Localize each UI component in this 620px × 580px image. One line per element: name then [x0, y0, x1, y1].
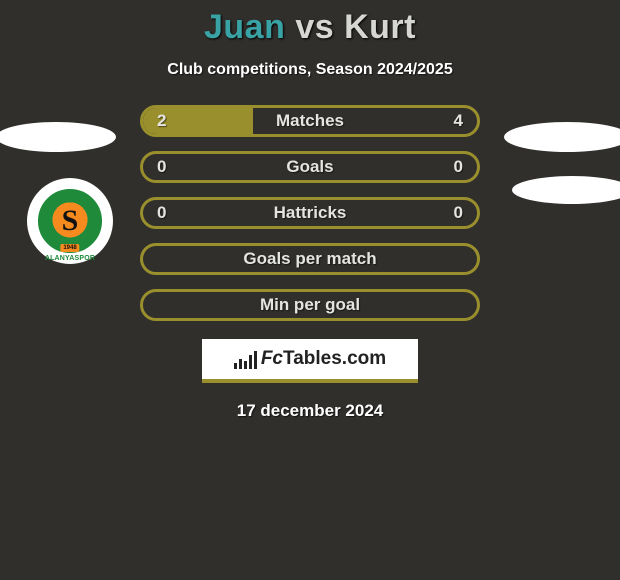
brand-icon-bar [244, 361, 247, 369]
stat-bars: 24Matches 00Goals 00Hattricks Goals per mat… [140, 105, 480, 321]
club-badge-letter: S [62, 206, 79, 236]
stat-bar: 24Matches [140, 105, 480, 137]
club-badge-inner: S 1948 [38, 189, 102, 253]
brand-text: FcTables.com [261, 348, 386, 370]
club-badge-year: 1948 [60, 244, 79, 252]
brand-icon-bar [239, 359, 242, 369]
brand-fc: Fc [261, 348, 283, 369]
brand-rest: Tables.com [283, 348, 386, 369]
footer-date: 17 december 2024 [0, 401, 620, 421]
stat-bar: 00Hattricks [140, 197, 480, 229]
player-photo-placeholder-left [0, 122, 116, 152]
brand-icon-bar [234, 363, 237, 369]
subtitle: Club competitions, Season 2024/2025 [0, 61, 620, 79]
brand-box[interactable]: FcTables.com [202, 339, 418, 383]
player-photo-placeholder-right-1 [504, 122, 620, 152]
stat-label: Matches [143, 111, 477, 131]
club-badge-name: ALANYASPOR [27, 255, 113, 262]
comparison-title: Juan vs Kurt [0, 0, 620, 47]
stat-bar: Goals per match [140, 243, 480, 275]
stat-label: Min per goal [143, 295, 477, 315]
brand-icon-bar [254, 351, 257, 369]
stat-bar: Min per goal [140, 289, 480, 321]
stat-label: Goals [143, 157, 477, 177]
club-badge: S 1948 ALANYASPOR [27, 178, 113, 264]
vs-text: vs [295, 8, 334, 46]
player2-name: Kurt [344, 8, 416, 46]
stat-bar: 00Goals [140, 151, 480, 183]
stat-label: Hattricks [143, 203, 477, 223]
player1-name: Juan [204, 8, 285, 46]
brand-chart-icon [234, 349, 257, 369]
brand-icon-bar [249, 355, 252, 369]
player-photo-placeholder-right-2 [512, 176, 620, 204]
stat-label: Goals per match [143, 249, 477, 269]
